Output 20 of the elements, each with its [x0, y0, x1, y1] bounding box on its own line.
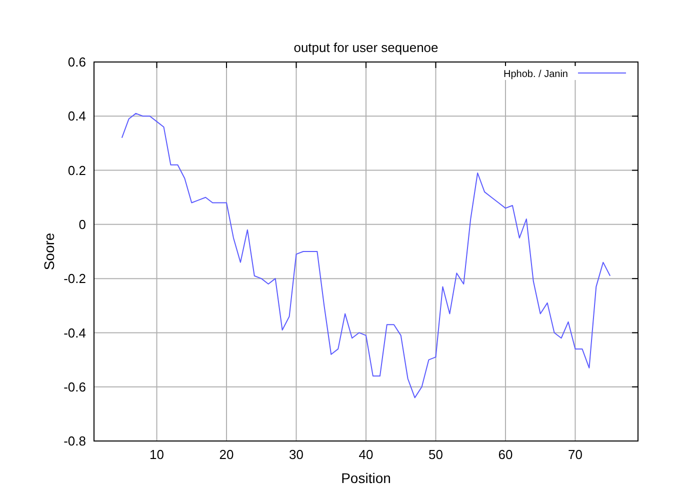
y-tick-label: -0.2 — [64, 271, 86, 286]
legend-label: Hphob. / Janin — [504, 69, 568, 80]
chart-title: output for user sequenoe — [294, 40, 438, 55]
y-tick-label: -0.4 — [64, 325, 86, 340]
x-tick-label: 50 — [428, 447, 443, 462]
y-tick-label: 0.2 — [68, 162, 86, 178]
y-tick-label: 0 — [78, 216, 86, 232]
y-axis-title: Soore — [41, 232, 57, 270]
x-tick-label: 10 — [150, 447, 164, 462]
x-axis-title: Position — [341, 470, 391, 486]
x-tick-label: 30 — [289, 447, 304, 462]
line-series — [121, 112, 611, 398]
y-tick-label: 0.4 — [68, 108, 86, 124]
y-tick-label: -0.8 — [64, 434, 86, 449]
y-tick-label: 0.6 — [68, 54, 86, 70]
x-tick-label: 40 — [358, 447, 374, 462]
y-tick-label: -0.6 — [64, 379, 86, 394]
x-tick-label: 60 — [498, 447, 513, 462]
x-tick-label: 20 — [219, 447, 234, 462]
x-tick-label: 70 — [568, 447, 582, 462]
